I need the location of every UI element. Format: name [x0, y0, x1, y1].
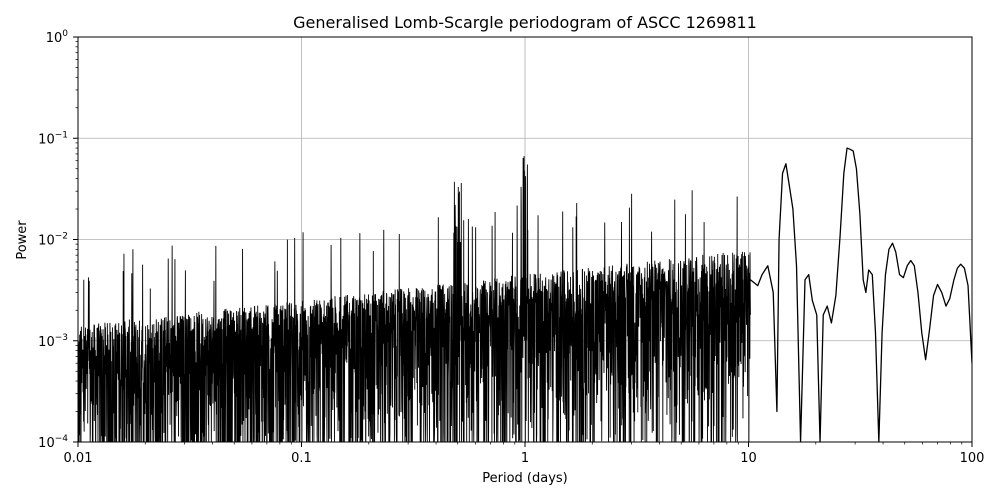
y-tick-base: 10: [38, 132, 55, 147]
y-tick-label: 10−2: [38, 232, 68, 249]
y-tick-exponent: −3: [55, 333, 68, 343]
y-tick-label: 10−1: [38, 130, 68, 147]
x-tick-label: 10: [740, 451, 757, 466]
y-tick-base: 10: [38, 335, 55, 350]
x-tick-label: 0.1: [291, 451, 312, 466]
x-tick-label: 100: [960, 451, 985, 466]
y-tick-exponent: −1: [55, 130, 68, 140]
y-tick-exponent: 0: [62, 29, 68, 39]
y-tick-base: 10: [38, 234, 55, 249]
x-tick-label: 1: [521, 451, 529, 466]
x-tick-label: 0.01: [64, 451, 93, 466]
x-axis-label: Period (days): [482, 471, 568, 486]
y-tick-label: 100: [46, 29, 69, 46]
y-tick-exponent: −4: [55, 434, 69, 444]
y-tick-exponent: −2: [55, 232, 68, 242]
periodogram-noise-line: [78, 156, 751, 442]
periodogram-series-line: [750, 147, 972, 442]
y-tick-label: 10−4: [38, 434, 68, 451]
y-tick-base: 10: [46, 31, 63, 46]
y-tick-base: 10: [38, 436, 55, 451]
y-axis-label: Power: [15, 220, 30, 260]
data-layer: [78, 147, 972, 442]
chart-title: Generalised Lomb-Scargle periodogram of …: [293, 13, 757, 32]
y-tick-label: 10−3: [38, 333, 68, 350]
